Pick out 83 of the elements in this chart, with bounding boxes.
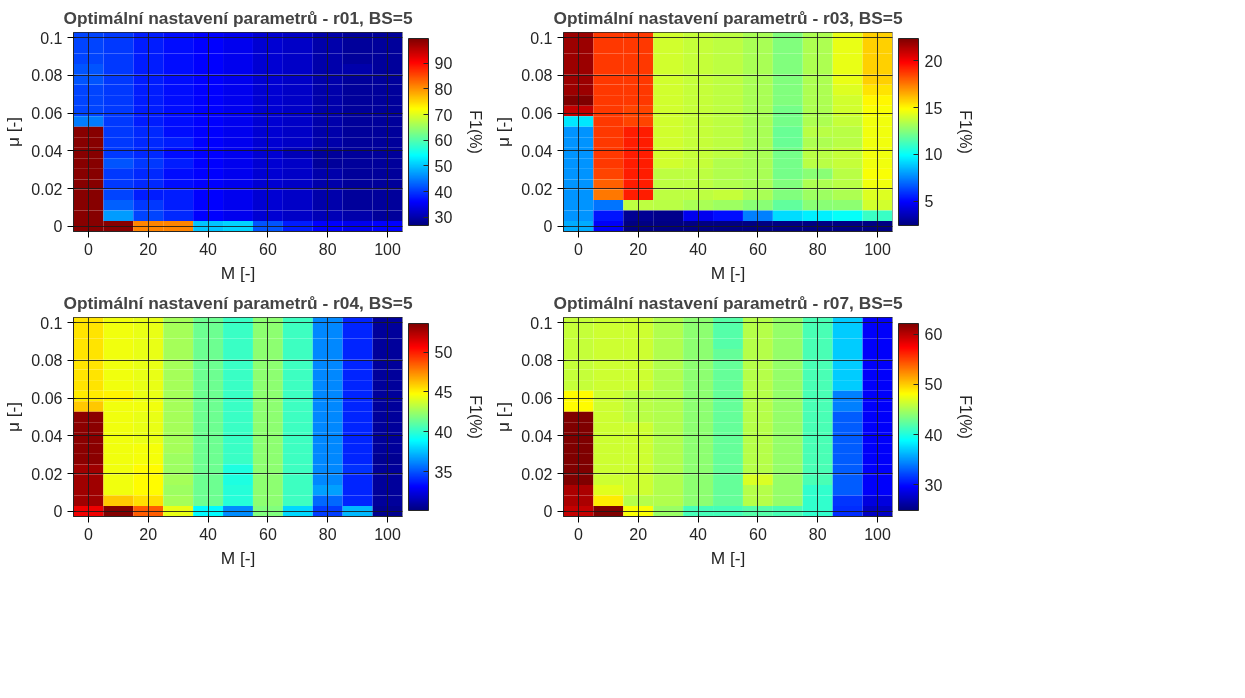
y-tick-label: 0.02 xyxy=(521,465,553,483)
y-tick-label: 0.08 xyxy=(31,67,63,85)
x-tick-label: 80 xyxy=(808,525,827,543)
y-tick-label: 0.02 xyxy=(31,180,63,198)
x-tick-label: 20 xyxy=(139,525,158,543)
y-tick-label: 0.1 xyxy=(40,314,63,332)
y-axis-title: μ [-] xyxy=(3,116,24,148)
color-bar-label: 50 xyxy=(924,376,943,394)
x-tick-label: 40 xyxy=(199,525,218,543)
color-bar-label: 40 xyxy=(434,423,453,441)
x-tick-label: 40 xyxy=(199,240,218,258)
color-bar-label: 10 xyxy=(924,146,943,164)
color-bar-label: 90 xyxy=(434,55,453,73)
color-bar-label: 30 xyxy=(434,209,453,227)
chart-title: Optimální nastavení parametrů - r01, BS=5 xyxy=(63,7,413,28)
y-tick-label: 0 xyxy=(543,218,553,236)
y-tick-label: 0.06 xyxy=(31,105,63,123)
y-tick-label: 0.06 xyxy=(31,390,63,408)
y-tick-label: 0 xyxy=(53,218,63,236)
x-tick-label: 0 xyxy=(574,525,584,543)
color-bar-label: 30 xyxy=(924,476,943,494)
color-bar-label: 40 xyxy=(924,426,943,444)
x-axis-title: M [-] xyxy=(220,262,256,283)
y-axis-title: μ [-] xyxy=(493,401,514,433)
y-tick-label: 0.08 xyxy=(521,67,553,85)
x-tick-label: 100 xyxy=(374,525,401,543)
color-bar-label: 50 xyxy=(434,157,453,175)
x-tick-label: 60 xyxy=(259,240,277,258)
x-tick-label: 80 xyxy=(808,240,827,258)
x-tick-label: 0 xyxy=(84,525,94,543)
y-tick-label: 0.1 xyxy=(40,29,63,47)
y-tick-label: 0 xyxy=(543,503,553,521)
x-tick-label: 40 xyxy=(689,525,708,543)
x-tick-label: 80 xyxy=(318,525,337,543)
y-tick-label: 0.1 xyxy=(530,29,553,47)
y-tick-label: 0.04 xyxy=(31,427,63,445)
x-tick-label: 0 xyxy=(84,240,94,258)
x-tick-label: 60 xyxy=(259,525,277,543)
color-bar-title: F1(%) xyxy=(956,395,974,439)
x-tick-label: 20 xyxy=(629,525,648,543)
y-tick-label: 0.04 xyxy=(31,142,63,160)
color-bar-label: 40 xyxy=(434,183,453,201)
color-bar-label: 35 xyxy=(434,463,453,481)
y-tick-label: 0.06 xyxy=(521,390,553,408)
x-axis-title: M [-] xyxy=(710,262,746,283)
color-bar-label: 60 xyxy=(924,326,943,344)
y-tick-label: 0.08 xyxy=(31,352,63,370)
color-bar-title: F1(%) xyxy=(466,395,484,439)
y-tick-label: 0.08 xyxy=(521,352,553,370)
color-bar-label: 50 xyxy=(434,344,453,362)
color-bar-label: 20 xyxy=(924,52,943,70)
y-tick-label: 0.06 xyxy=(521,105,553,123)
color-bar-label: 45 xyxy=(434,383,453,401)
y-tick-label: 0.04 xyxy=(521,427,553,445)
y-axis-title: μ [-] xyxy=(493,116,514,148)
y-tick-label: 0.02 xyxy=(31,465,63,483)
y-tick-label: 0.04 xyxy=(521,142,553,160)
color-bar-label: 15 xyxy=(924,99,943,117)
color-bar-title: F1(%) xyxy=(956,110,974,154)
chart-title: Optimální nastavení parametrů - r03, BS=5 xyxy=(553,7,903,28)
chart-title: Optimální nastavení parametrů - r04, BS=5 xyxy=(63,292,413,313)
color-bar-label: 80 xyxy=(434,80,453,98)
color-bar-label: 5 xyxy=(924,193,934,211)
x-tick-label: 80 xyxy=(318,240,337,258)
x-tick-label: 100 xyxy=(374,240,401,258)
y-tick-label: 0 xyxy=(53,503,63,521)
color-bar-label: 70 xyxy=(434,106,453,124)
x-tick-label: 60 xyxy=(749,525,767,543)
x-tick-label: 100 xyxy=(864,525,891,543)
x-tick-label: 20 xyxy=(629,240,648,258)
y-axis-title: μ [-] xyxy=(3,401,24,433)
x-axis-title: M [-] xyxy=(710,547,746,568)
x-tick-label: 100 xyxy=(864,240,891,258)
x-tick-label: 20 xyxy=(139,240,158,258)
color-bar-title: F1(%) xyxy=(466,110,484,154)
x-axis-title: M [-] xyxy=(220,547,256,568)
x-tick-label: 40 xyxy=(689,240,708,258)
x-tick-label: 0 xyxy=(574,240,584,258)
color-bar-label: 60 xyxy=(434,132,453,150)
chart-title: Optimální nastavení parametrů - r07, BS=5 xyxy=(553,292,903,313)
x-tick-label: 60 xyxy=(749,240,767,258)
y-tick-label: 0.1 xyxy=(530,314,553,332)
y-tick-label: 0.02 xyxy=(521,180,553,198)
